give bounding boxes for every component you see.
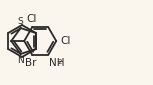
Text: N: N (17, 56, 24, 65)
Text: S: S (18, 17, 24, 26)
Text: Cl: Cl (26, 14, 36, 24)
Text: NH: NH (49, 58, 64, 68)
Text: 2: 2 (58, 59, 62, 65)
Text: Br: Br (26, 58, 37, 68)
Text: Cl: Cl (60, 36, 71, 46)
